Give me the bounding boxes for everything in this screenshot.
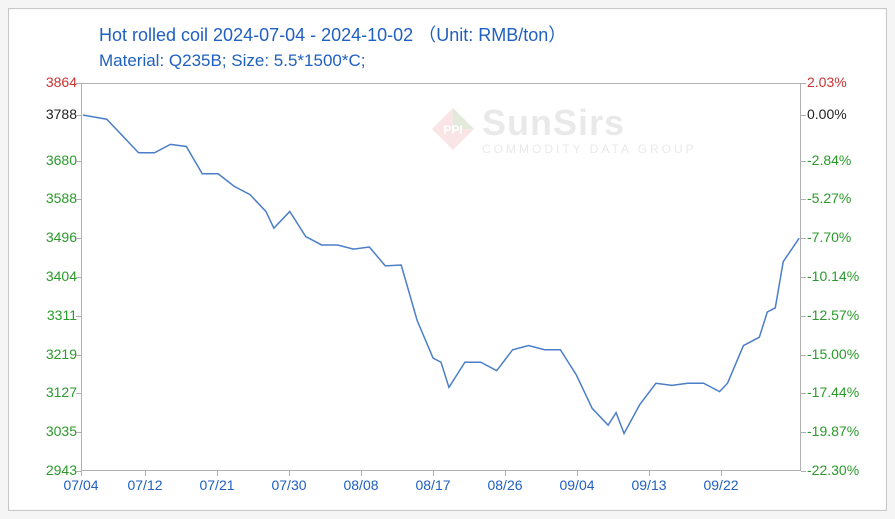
y-right-label: -7.70% (807, 229, 877, 245)
y-right-tick (801, 393, 806, 394)
chart-title: Hot rolled coil 2024-07-04 - 2024-10-02 … (99, 21, 566, 47)
x-label: 08/17 (415, 477, 450, 493)
y-right-label: -22.30% (807, 462, 877, 478)
price-line (83, 115, 799, 433)
y-right-label: -10.14% (807, 268, 877, 284)
y-right-tick (801, 432, 806, 433)
y-right-label: 2.03% (807, 74, 877, 90)
x-label: 07/21 (199, 477, 234, 493)
x-tick (577, 471, 578, 476)
y-left-label: 3035 (17, 423, 77, 439)
y-left-label: 3311 (17, 307, 77, 323)
title-area: Hot rolled coil 2024-07-04 - 2024-10-02 … (99, 21, 566, 71)
y-right-label: -17.44% (807, 384, 877, 400)
x-tick (649, 471, 650, 476)
x-label: 08/26 (487, 477, 522, 493)
y-right-label: -2.84% (807, 152, 877, 168)
y-left-tick (76, 393, 81, 394)
x-label: 08/08 (343, 477, 378, 493)
y-right-label: -15.00% (807, 346, 877, 362)
y-left-label: 3788 (17, 106, 77, 122)
y-right-tick (801, 115, 806, 116)
x-label: 09/22 (703, 477, 738, 493)
y-left-label: 3680 (17, 152, 77, 168)
y-right-tick (801, 238, 806, 239)
y-left-tick (76, 115, 81, 116)
x-tick (505, 471, 506, 476)
x-tick (81, 471, 82, 476)
y-left-label: 2943 (17, 462, 77, 478)
y-left-tick (76, 161, 81, 162)
chart-container: Hot rolled coil 2024-07-04 - 2024-10-02 … (8, 8, 887, 511)
y-right-label: -12.57% (807, 307, 877, 323)
y-left-label: 3496 (17, 229, 77, 245)
y-right-tick (801, 199, 806, 200)
y-right-label: -19.87% (807, 423, 877, 439)
y-right-label: 0.00% (807, 106, 877, 122)
y-right-tick (801, 316, 806, 317)
y-right-tick (801, 161, 806, 162)
y-left-label: 3864 (17, 74, 77, 90)
x-label: 09/13 (631, 477, 666, 493)
y-right-tick (801, 277, 806, 278)
y-left-label: 3588 (17, 190, 77, 206)
x-tick (217, 471, 218, 476)
plot-area: PPI SunSirs COMMODITY DATA GROUP (81, 83, 801, 471)
y-right-label: -5.27% (807, 190, 877, 206)
y-right-tick (801, 83, 806, 84)
y-right-tick (801, 471, 806, 472)
y-left-label: 3219 (17, 346, 77, 362)
x-tick (361, 471, 362, 476)
y-left-tick (76, 277, 81, 278)
x-tick (145, 471, 146, 476)
x-label: 09/04 (559, 477, 594, 493)
y-left-tick (76, 355, 81, 356)
x-label: 07/04 (63, 477, 98, 493)
line-svg (82, 84, 800, 470)
x-label: 07/12 (127, 477, 162, 493)
y-left-tick (76, 83, 81, 84)
x-tick (289, 471, 290, 476)
y-left-tick (76, 199, 81, 200)
y-left-tick (76, 316, 81, 317)
y-left-tick (76, 238, 81, 239)
x-tick (433, 471, 434, 476)
chart-subtitle: Material: Q235B; Size: 5.5*1500*C; (99, 51, 566, 71)
y-left-label: 3404 (17, 268, 77, 284)
y-right-tick (801, 355, 806, 356)
x-label: 07/30 (271, 477, 306, 493)
y-left-tick (76, 432, 81, 433)
y-left-label: 3127 (17, 384, 77, 400)
x-tick (721, 471, 722, 476)
